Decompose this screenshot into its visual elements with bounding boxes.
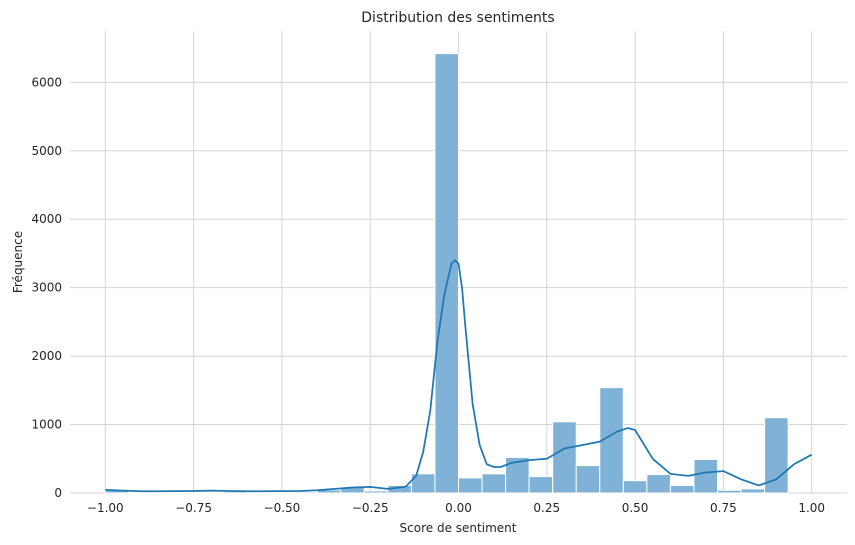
x-tick-label: −0.75 <box>175 501 212 515</box>
histogram-bar <box>552 421 577 494</box>
histogram-bar <box>575 465 601 494</box>
histogram-bar <box>175 491 201 494</box>
x-tick-label: 0.25 <box>533 501 560 515</box>
x-tick-label: −1.00 <box>87 501 124 515</box>
histogram-bar <box>646 474 671 494</box>
x-tick-label: 1.00 <box>798 501 825 515</box>
x-tick-label: 0.50 <box>622 501 649 515</box>
histogram-bar <box>693 458 719 494</box>
y-tick-label: 1000 <box>31 418 62 432</box>
histogram-bars <box>104 53 789 494</box>
y-tick-label: 3000 <box>31 281 62 295</box>
histogram-bar <box>505 456 530 494</box>
histogram-bar <box>199 491 224 494</box>
histogram-bar <box>151 491 177 494</box>
chart-title: Distribution des sentiments <box>361 10 554 26</box>
histogram-bar <box>293 491 318 494</box>
histogram-bar <box>669 484 695 494</box>
x-tick-label: 0.75 <box>710 501 737 515</box>
histogram-bar <box>622 480 648 494</box>
histogram-bar <box>528 476 554 494</box>
histogram-bar <box>740 488 766 494</box>
x-axis-label: Score de sentiment <box>400 521 517 535</box>
y-tick-label: 0 <box>54 486 62 500</box>
y-axis-label: Fréquence <box>11 231 25 293</box>
kde-curve-line <box>105 259 813 493</box>
y-tick-label: 4000 <box>31 212 62 226</box>
histogram-bar <box>269 491 295 494</box>
histogram-bar <box>246 491 271 494</box>
histogram-bar <box>481 473 507 494</box>
histogram-bar <box>458 477 483 494</box>
y-axis-ticks: 0 1000 2000 3000 4000 5000 6000 <box>31 75 62 500</box>
x-tick-label: −0.25 <box>352 501 389 515</box>
y-tick-label: 6000 <box>31 75 62 89</box>
histogram-bar <box>717 489 742 494</box>
histogram-bar <box>599 387 624 494</box>
x-axis-ticks: −1.00 −0.75 −0.50 −0.25 0.00 0.25 0.50 0.75 1.00 <box>87 501 825 515</box>
y-tick-label: 5000 <box>31 144 62 158</box>
histogram-bar <box>434 53 460 494</box>
x-tick-label: −0.50 <box>264 501 301 515</box>
y-tick-label: 2000 <box>31 349 62 363</box>
x-tick-label: 0.00 <box>445 501 472 515</box>
histogram-bar <box>363 490 389 494</box>
